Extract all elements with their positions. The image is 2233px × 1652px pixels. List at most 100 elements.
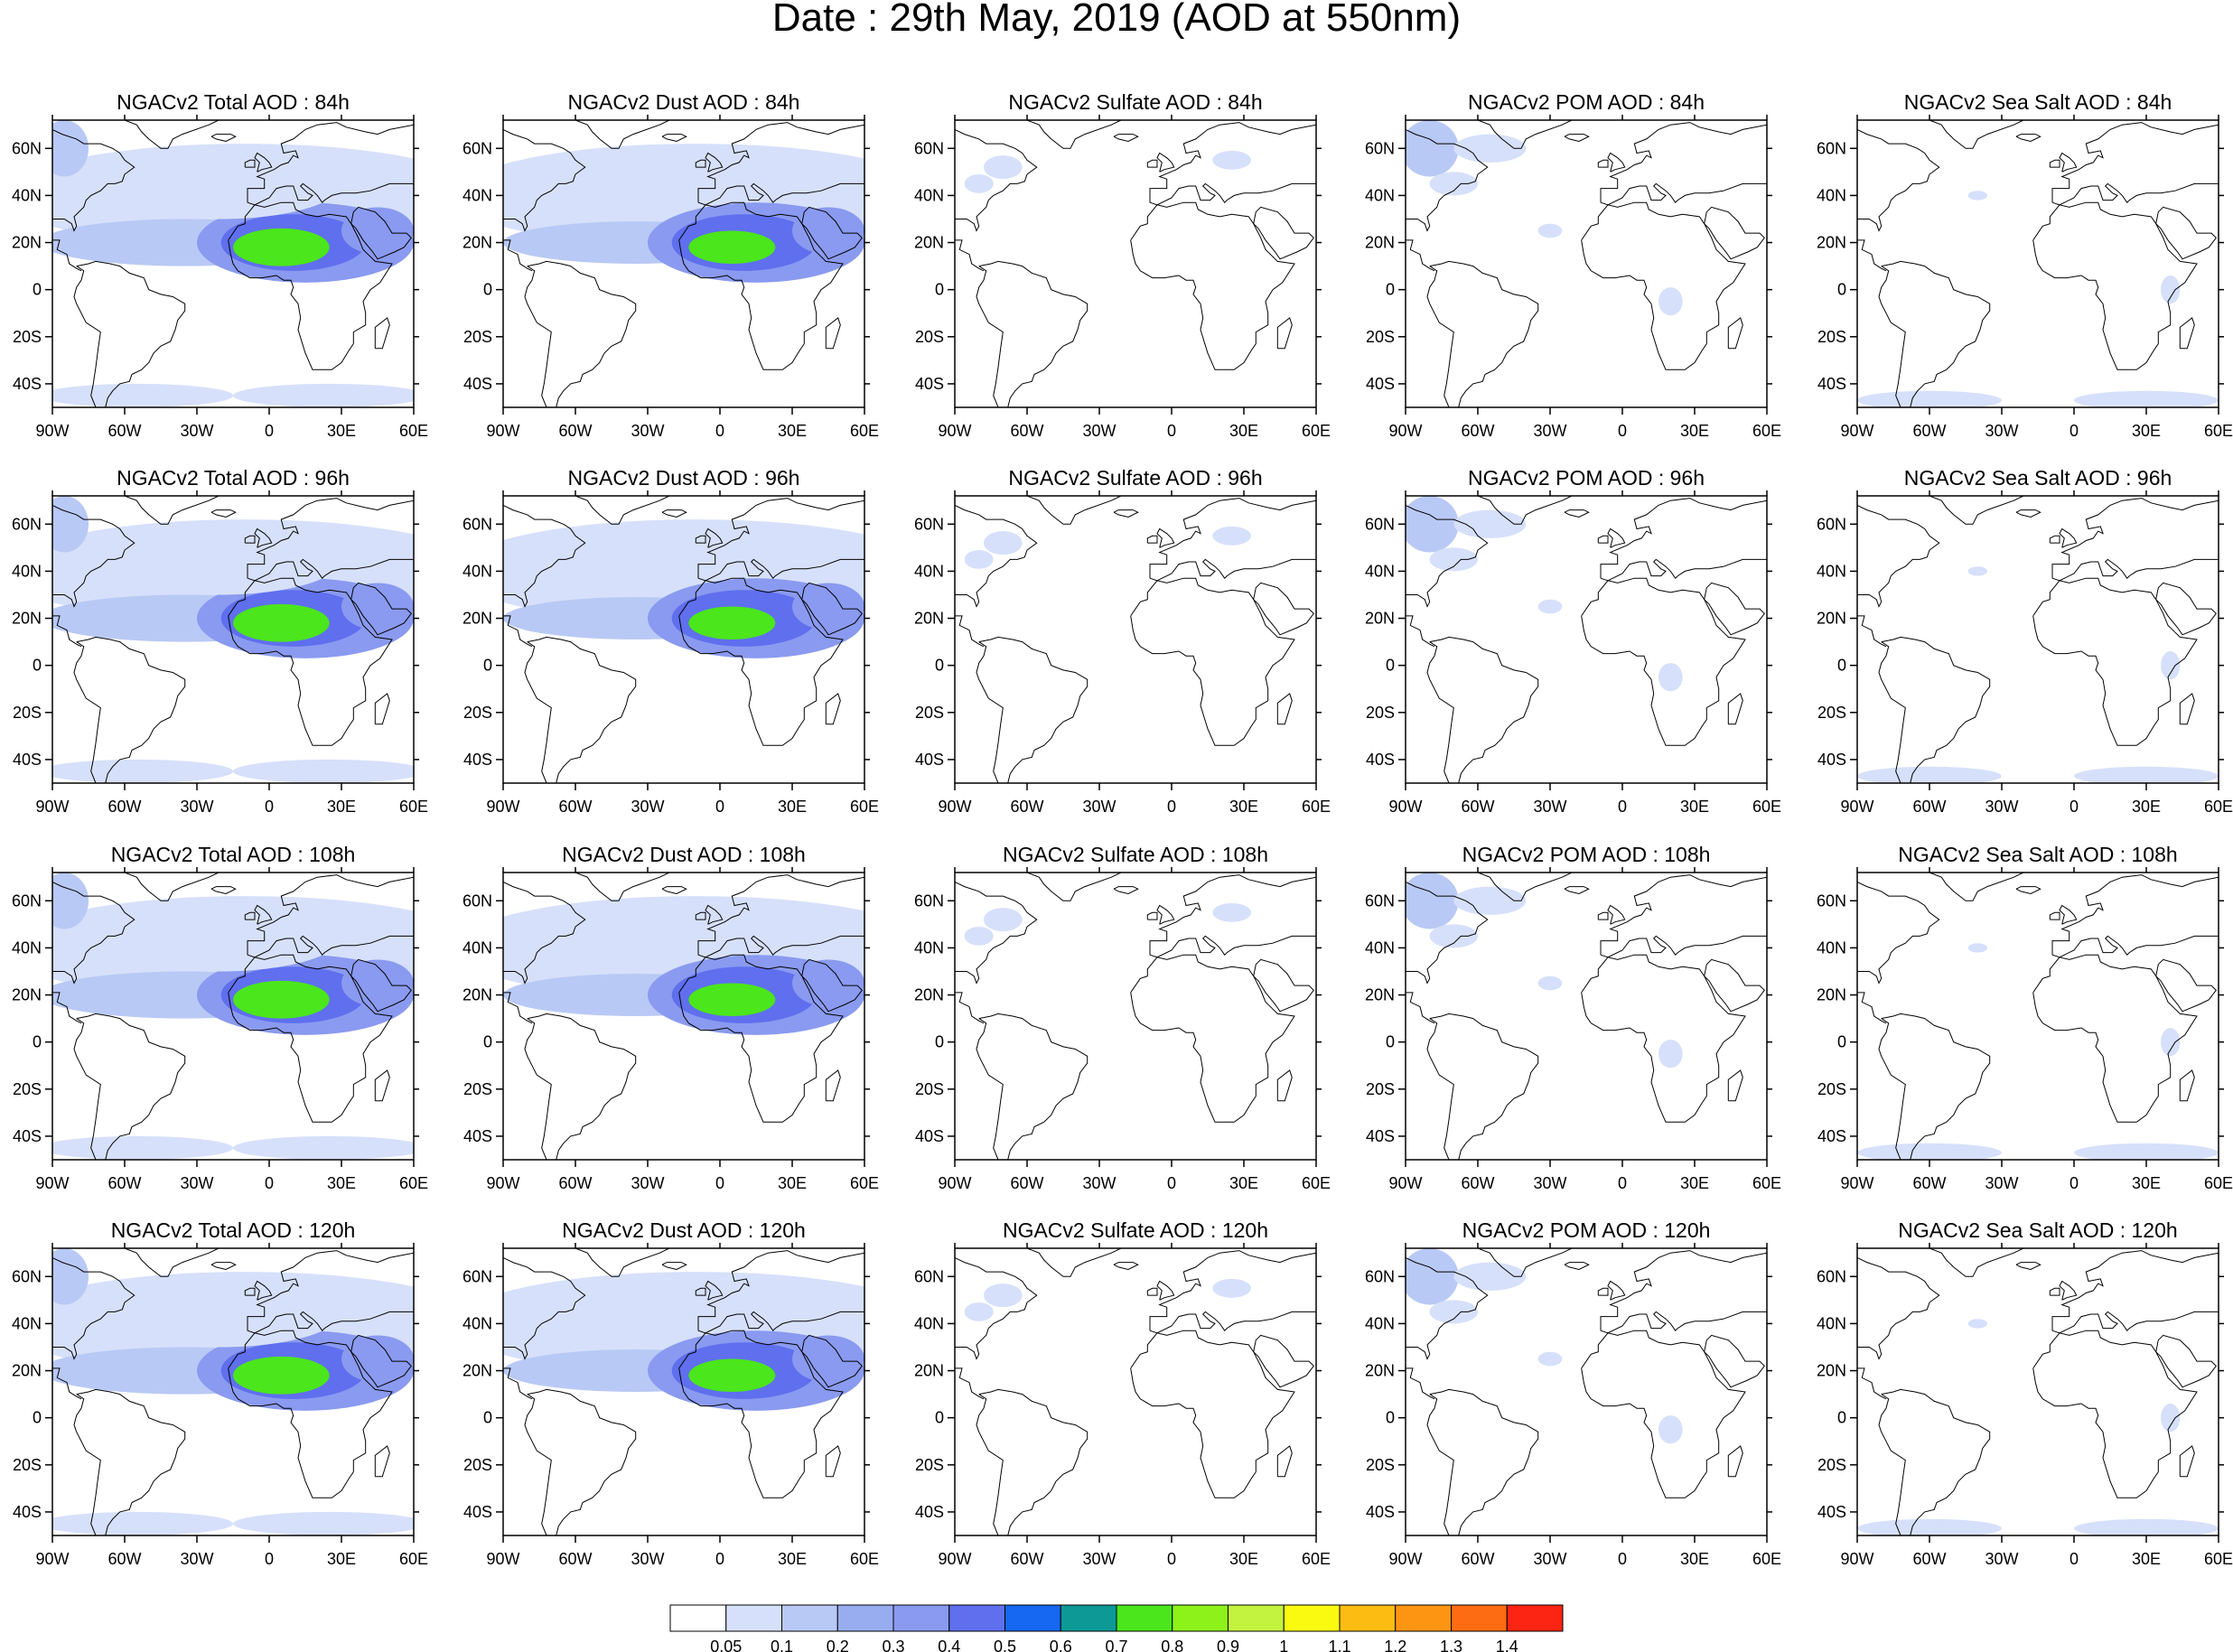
map-panel: NGACv2 POM AOD : 108h 90W 60W 30W 0 30E 60E 60N…	[1365, 843, 1781, 1192]
coastlines	[1406, 1248, 1767, 1535]
coastlines	[1406, 496, 1767, 783]
coastline	[2179, 1069, 2195, 1102]
lon-tick-label: 90W	[486, 1174, 519, 1192]
coastline	[1449, 120, 1573, 149]
lon-tick-label: 0	[2069, 1174, 2079, 1192]
lon-tick-label: 90W	[486, 798, 519, 816]
map-frame	[51, 119, 415, 408]
lon-tick-label: 30E	[327, 422, 356, 440]
map-frame	[954, 495, 1317, 784]
aod-contour	[233, 1135, 414, 1160]
panel-title: NGACv2 POM AOD : 84h	[1468, 90, 1705, 114]
lat-tick-label: 40S	[1817, 751, 1846, 769]
map-panel: NGACv2 Sea Salt AOD : 120h 90W 60W 30W 0 30E 6…	[1817, 1218, 2233, 1568]
coastline	[705, 527, 724, 548]
lat-tick-label: 40N	[462, 562, 492, 580]
coastline	[228, 577, 393, 746]
colorbar-label: 1.2	[1384, 1638, 1406, 1652]
coastline	[524, 1013, 637, 1160]
lon-tick-label: 0	[715, 1174, 724, 1192]
coastline	[547, 496, 670, 525]
coastline	[52, 504, 135, 608]
coastline	[1597, 535, 1609, 544]
coastline	[1878, 1388, 1991, 1535]
coastline	[1253, 206, 1314, 260]
lat-tick-label: 20S	[1366, 328, 1395, 346]
lon-tick-label: 60E	[399, 1550, 428, 1568]
panel-title: NGACv2 Total AOD : 108h	[111, 843, 356, 866]
lat-tick-label: 0	[483, 1033, 492, 1051]
lon-tick-label: 90W	[938, 1550, 971, 1568]
lon-tick-label: 30E	[1680, 1174, 1709, 1192]
lat-tick-label: 0	[1386, 657, 1395, 675]
aod-field	[52, 1248, 414, 1535]
panel-title: NGACv2 Total AOD : 84h	[117, 90, 350, 114]
coastline	[705, 904, 724, 925]
lat-tick-label: 0	[33, 281, 42, 299]
coastline	[244, 1287, 256, 1296]
map-frame	[1405, 1247, 1768, 1536]
coastlines	[955, 496, 1316, 783]
aod-contour	[233, 759, 414, 783]
lon-tick-label: 30E	[1680, 422, 1709, 440]
lat-tick-label: 20N	[12, 234, 42, 252]
colorbar-label: 0.9	[1217, 1638, 1239, 1652]
coastline	[1564, 1262, 1590, 1271]
aod-contour	[100, 901, 341, 972]
colorbar-swatch	[669, 1604, 727, 1632]
colorbar-swatch	[1395, 1604, 1452, 1632]
lon-tick-label: 30W	[1985, 422, 2018, 440]
coastlines	[1406, 873, 1767, 1160]
colorbar-label: 0.1	[771, 1638, 793, 1652]
coastline	[2032, 954, 2198, 1123]
aod-contour	[688, 983, 776, 1017]
lon-tick-label: 0	[265, 1550, 274, 1568]
lon-tick-label: 90W	[1840, 1174, 1873, 1192]
colorbar-label: 0.4	[938, 1638, 960, 1652]
coastline	[524, 260, 637, 407]
colorbar-swatch	[1228, 1604, 1285, 1632]
map-frame	[51, 1247, 415, 1536]
lat-tick-label: 40S	[463, 1127, 492, 1145]
coastline	[1704, 1334, 1765, 1388]
aod-contour	[688, 1358, 776, 1393]
coastlines	[1857, 120, 2219, 407]
lat-tick-label: 40N	[1365, 1314, 1395, 1332]
lon-tick-label: 90W	[1840, 1550, 1873, 1568]
lat-tick-label: 60N	[1817, 515, 1846, 533]
aod-contour	[1658, 287, 1683, 316]
coastline	[350, 582, 412, 636]
coastline	[374, 1445, 390, 1478]
lat-tick-label: 20N	[1365, 610, 1395, 628]
map-frame	[954, 1247, 1317, 1536]
coastline	[547, 120, 670, 149]
lon-tick-label: 90W	[1388, 1174, 1422, 1192]
panel-title: NGACv2 Dust AOD : 96h	[568, 466, 800, 490]
lon-tick-label: 30W	[180, 1550, 213, 1568]
coastline	[998, 496, 1122, 525]
aod-contour	[2074, 766, 2219, 783]
aod-field	[52, 496, 414, 783]
aod-contour	[100, 1276, 341, 1348]
coastline	[2051, 122, 2219, 206]
lat-tick-label: 20S	[463, 1456, 492, 1474]
panel-title: NGACv2 Sulfate AOD : 96h	[1008, 466, 1262, 490]
map-frame	[954, 872, 1317, 1161]
lon-tick-label: 30E	[1680, 1550, 1709, 1568]
coastline	[825, 1445, 841, 1478]
panel-title: NGACv2 Dust AOD : 108h	[562, 843, 806, 866]
lon-tick-label: 60E	[399, 422, 428, 440]
coastline	[1113, 134, 1139, 143]
panel-title: NGACv2 Sea Salt AOD : 84h	[1904, 90, 2172, 114]
coastline	[2179, 693, 2195, 725]
coastline	[2155, 582, 2217, 636]
coastline	[228, 1330, 393, 1498]
lat-tick-label: 20S	[463, 328, 492, 346]
coastline	[1600, 874, 1767, 958]
coastline	[1607, 904, 1626, 925]
coastline	[2049, 535, 2060, 544]
lat-tick-label: 0	[1386, 281, 1395, 299]
lat-tick-label: 0	[1837, 657, 1846, 675]
lon-tick-label: 90W	[1840, 422, 1873, 440]
lat-tick-label: 20N	[914, 234, 944, 252]
